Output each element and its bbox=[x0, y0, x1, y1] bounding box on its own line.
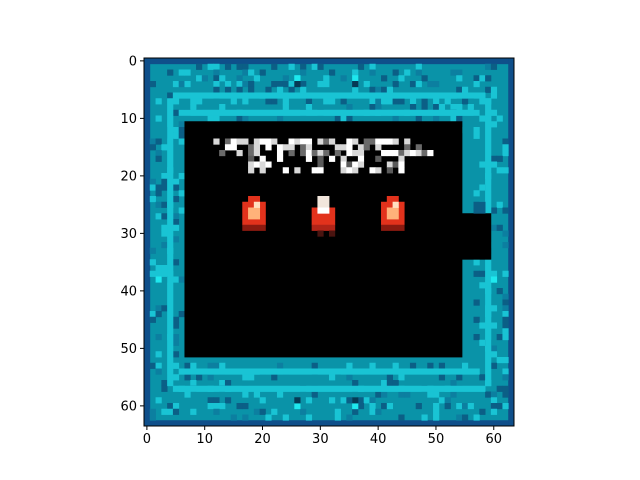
y-tick-label-30: 30 bbox=[120, 227, 137, 242]
x-tick-label-60: 60 bbox=[485, 432, 502, 447]
message-text bbox=[213, 138, 434, 174]
y-axis: 0 10 20 30 40 50 60 bbox=[120, 54, 144, 414]
axes-frame bbox=[143, 57, 515, 427]
x-tick-label-50: 50 bbox=[428, 432, 445, 447]
y-tick-label-60: 60 bbox=[120, 399, 137, 414]
x-tick-label-0: 0 bbox=[143, 432, 151, 447]
game-frame-image bbox=[144, 58, 515, 427]
y-tick-label-0: 0 bbox=[129, 54, 137, 69]
old-man-npc bbox=[311, 196, 336, 237]
x-tick-label-40: 40 bbox=[370, 432, 387, 447]
fire-right bbox=[381, 196, 405, 231]
x-tick-label-30: 30 bbox=[312, 432, 329, 447]
y-tick-label-40: 40 bbox=[120, 284, 137, 299]
y-tick-label-50: 50 bbox=[120, 342, 137, 357]
x-axis: 0 10 20 30 40 50 60 bbox=[143, 426, 502, 447]
x-tick-label-10: 10 bbox=[196, 432, 213, 447]
x-tick-label-20: 20 bbox=[254, 432, 271, 447]
right-doorway bbox=[461, 201, 492, 260]
y-tick-label-20: 20 bbox=[120, 169, 137, 184]
fire-left bbox=[242, 196, 266, 231]
y-tick-label-10: 10 bbox=[120, 112, 137, 127]
